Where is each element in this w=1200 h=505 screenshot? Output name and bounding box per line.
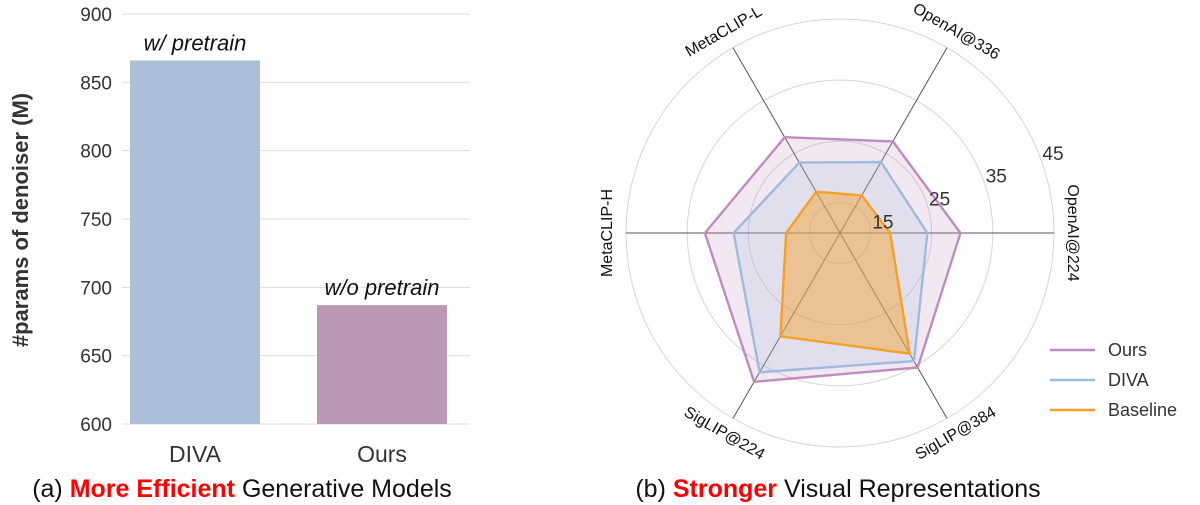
bar-y-ticks: 600 650 700 750 800 850 900	[80, 5, 112, 436]
radar-axis-label: MetaCLIP-H	[599, 189, 616, 277]
radar-radial-tick: 15	[872, 213, 893, 234]
radar-radial-tick: 35	[986, 167, 1007, 188]
bar-chart: 600 650 700 750 800 850 900 w/ pretrain w/o pre…	[8, 5, 470, 503]
radar-axis-label: OpenAI@224	[1064, 184, 1081, 281]
caption-a-rest: Generative Models	[235, 475, 452, 503]
radar-axis-label: OpenAI@336	[910, 0, 1003, 63]
bar-label: w/o pretrain	[325, 275, 440, 300]
bar-y-tick-label: 900	[80, 5, 112, 26]
bar-value-labels: w/ pretrain w/o pretrain	[144, 30, 440, 300]
radar-line-ours	[703, 135, 962, 383]
radar-spoke	[732, 232, 841, 419]
radar-area-ours	[704, 137, 961, 382]
bar-y-axis-label: #params of denoiser (M)	[8, 93, 33, 347]
caption-b-emphasis: Stronger	[673, 475, 777, 503]
caption-b-prefix: (b)	[635, 475, 673, 503]
legend-label-diva: DIVA	[1108, 370, 1149, 390]
bar-y-tick-label: 650	[80, 347, 112, 368]
radar-radial-tick: 25	[929, 190, 950, 211]
bar-bars	[130, 60, 447, 424]
radar-radial-tick: 45	[1042, 144, 1063, 165]
radar-spoke	[839, 232, 948, 419]
caption-a: (a) More Efficient Generative Models	[32, 475, 452, 503]
bar-diva	[130, 60, 260, 424]
bar-y-tick-label: 700	[80, 278, 112, 299]
radar-radial-ticks: 15 25 35 45	[872, 144, 1063, 234]
bar-y-tick-label: 600	[80, 415, 112, 436]
bar-category-labels: DIVA Ours	[169, 441, 407, 467]
caption-a-emphasis: More Efficient	[70, 475, 236, 503]
legend: Ours DIVA Baseline	[1050, 340, 1177, 420]
bar-y-tick-label: 850	[80, 73, 112, 94]
caption-a-prefix: (a)	[32, 475, 70, 503]
legend-label-ours: Ours	[1108, 340, 1147, 360]
radar-line-baseline	[779, 190, 911, 355]
radar-spoke	[732, 47, 841, 234]
radar-series	[703, 135, 962, 383]
bar-y-tick-label: 750	[80, 210, 112, 231]
radar-area-baseline	[780, 191, 910, 354]
radar-line-diva	[732, 160, 929, 374]
bar-ours	[317, 305, 447, 424]
bar-category-label: DIVA	[169, 441, 222, 467]
caption-b-rest: Visual Representations	[777, 475, 1041, 503]
legend-label-baseline: Baseline	[1108, 400, 1177, 420]
radar-spoke	[839, 47, 948, 234]
radar-chart: 15 25 35 45 OpenAI@224 OpenAI@336 MetaCLIP-L M…	[599, 0, 1177, 503]
radar-axis-label: MetaCLIP-L	[683, 3, 766, 60]
bar-label: w/ pretrain	[144, 30, 247, 55]
bar-category-label: Ours	[357, 441, 407, 467]
bar-y-tick-label: 800	[80, 142, 112, 163]
caption-b: (b) Stronger Visual Representations	[635, 475, 1040, 503]
